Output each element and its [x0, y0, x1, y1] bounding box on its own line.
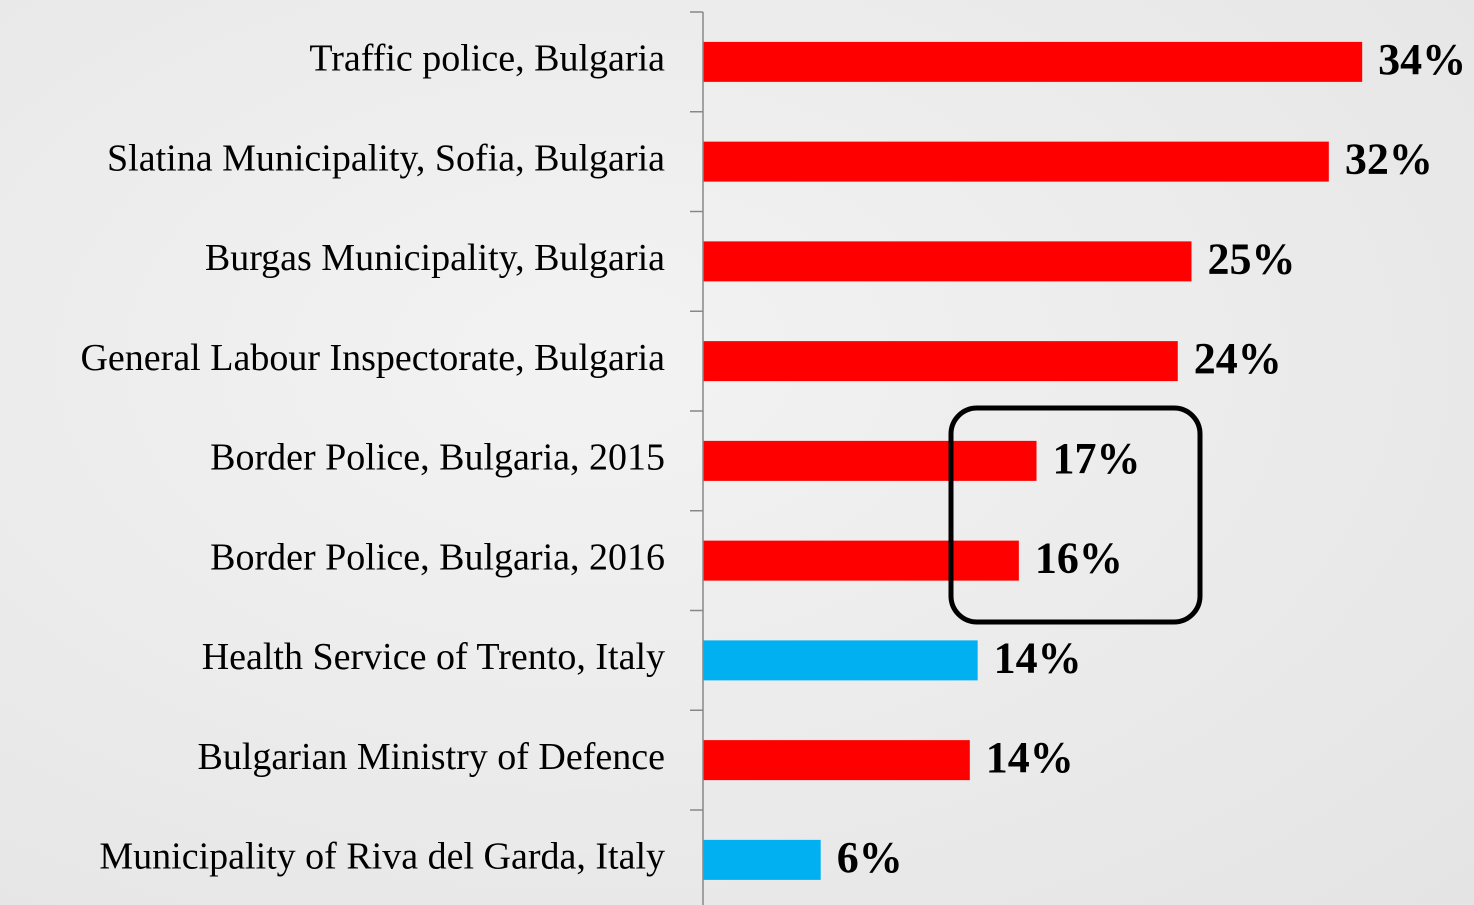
value-label: 17% [1053, 434, 1141, 483]
bar [703, 141, 1329, 182]
bar [703, 740, 970, 781]
highlight-box [948, 405, 1203, 625]
bar [703, 640, 978, 681]
bar [703, 440, 1037, 481]
category-label: Burgas Municipality, Bulgaria [205, 237, 665, 279]
bar [703, 341, 1178, 382]
value-label: 14% [994, 633, 1082, 682]
category-label: General Labour Inspectorate, Bulgaria [80, 337, 665, 379]
value-label: 16% [1035, 534, 1123, 583]
category-label: Traffic police, Bulgaria [309, 38, 665, 80]
category-label: Bulgarian Ministry of Defence [198, 736, 665, 778]
category-label: Health Service of Trento, Italy [202, 636, 665, 678]
bar [703, 540, 1019, 581]
value-label: 14% [986, 733, 1074, 782]
bar [703, 839, 821, 880]
value-label: 32% [1345, 135, 1433, 184]
value-label: 25% [1207, 234, 1295, 283]
bar [703, 241, 1192, 282]
category-label: Slatina Municipality, Sofia, Bulgaria [107, 137, 665, 179]
category-label: Border Police, Bulgaria, 2015 [210, 437, 665, 479]
bar [703, 41, 1363, 82]
value-label: 34% [1378, 35, 1466, 84]
value-label: 6% [837, 833, 903, 882]
category-label: Border Police, Bulgaria, 2016 [210, 536, 665, 578]
value-label: 24% [1194, 334, 1282, 383]
category-label: Municipality of Riva del Garda, Italy [99, 836, 665, 878]
